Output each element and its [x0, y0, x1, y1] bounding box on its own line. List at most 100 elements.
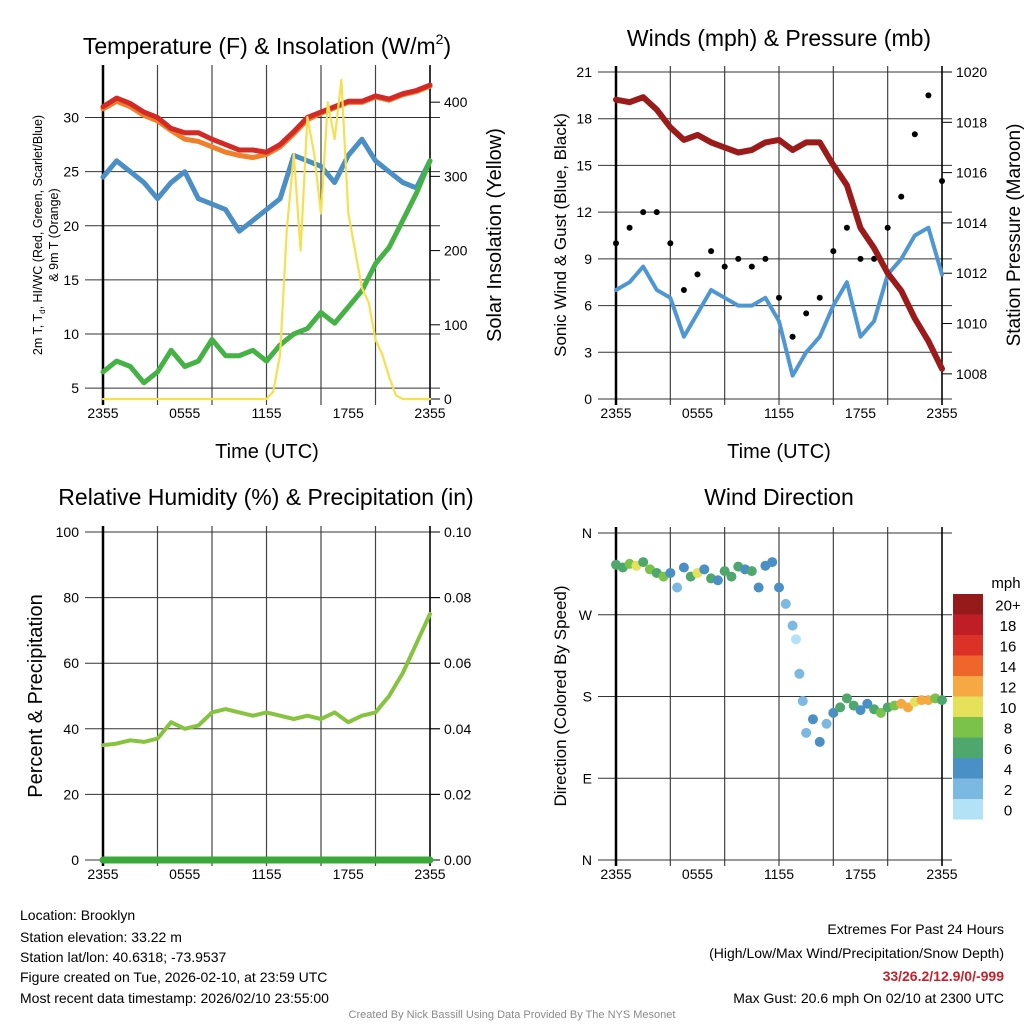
colorbar-swatch: [953, 799, 983, 820]
relative-humidity-line: [101, 612, 432, 748]
y-tick-label: 5: [71, 380, 79, 396]
solar-insolation-line: [101, 78, 432, 401]
wind-direction-point: [746, 566, 757, 577]
panel4-ylabel: Direction (Colored By Speed): [551, 585, 570, 806]
y-right-tick-label: 0.06: [444, 655, 471, 671]
credit: Created By Nick Bassill Using Data Provi…: [349, 1009, 676, 1021]
y-tick-label: 10: [63, 326, 79, 342]
colorbar-swatch: [953, 778, 983, 799]
colorbar-label: 0: [1004, 802, 1012, 819]
y-tick-label: S: [583, 689, 592, 705]
panel1-ylabel-right: Solar Insolation (Yellow): [484, 128, 506, 342]
y-tick-label: 40: [63, 721, 79, 737]
panel1-title: Temperature (F) & Insolation (W/m2): [83, 31, 451, 59]
y-tick-label: 60: [63, 655, 79, 671]
colorbar-title: mph: [991, 575, 1020, 592]
panel1-ylabel-line2: & 9m T (Orange): [47, 188, 61, 281]
x-tick-label: 1755: [845, 405, 876, 421]
y-tick-label: 12: [576, 204, 592, 220]
x-tick-label: 1755: [333, 405, 364, 421]
gust-point: [803, 310, 810, 317]
wind-direction-point: [665, 567, 676, 578]
x-tick-label: 2355: [600, 866, 631, 882]
gust-point: [653, 209, 660, 216]
y-right-tick-label: 400: [444, 94, 468, 110]
gust-point: [762, 255, 769, 262]
y-tick-label: 15: [576, 157, 592, 173]
y-tick-label: 25: [63, 164, 79, 180]
colorbar-label: 6: [1004, 741, 1012, 758]
y-right-tick-label: 1020: [956, 64, 987, 80]
y-tick-label: 20: [63, 786, 79, 802]
x-tick-label: 0555: [682, 405, 713, 421]
x-tick-label: 2355: [926, 866, 957, 882]
info-created: Figure created on Tue, 2026-02-10, at 23…: [20, 969, 327, 985]
gust-point: [613, 240, 619, 247]
colorbar-swatch: [953, 635, 983, 656]
x-tick-label: 0555: [169, 866, 200, 882]
gust-point: [626, 224, 633, 231]
gust-point: [708, 248, 715, 255]
y-right-tick-label: 100: [444, 317, 468, 333]
panel2-ylabel-right: Station Pressure (Maroon): [1004, 124, 1024, 347]
y-right-tick-label: 0: [444, 391, 452, 407]
colorbar-swatch: [953, 594, 983, 615]
x-tick-label: 2355: [600, 405, 631, 421]
colorbar-label: 8: [1004, 720, 1012, 737]
wind-direction-point: [790, 634, 801, 645]
y-right-tick-label: 200: [444, 243, 468, 259]
x-tick-label: 2355: [87, 866, 118, 882]
2m-t-line: [100, 82, 433, 155]
wind-direction-point: [753, 582, 764, 593]
gust-point: [939, 178, 945, 184]
colorbar-label: 18: [1000, 618, 1017, 635]
info-latlon: Station lat/lon: 40.6318; -73.9537: [20, 949, 226, 965]
wind-direction-point: [780, 598, 791, 609]
x-tick-label: 0555: [682, 866, 713, 882]
wind-direction-point: [726, 571, 737, 582]
y-tick-label: 0: [71, 852, 79, 868]
wind-direction-point: [797, 696, 808, 707]
colorbar-swatch: [953, 614, 983, 635]
wind-direction-point: [875, 707, 886, 718]
colorbar-swatch: [953, 758, 983, 779]
wind-direction-point: [828, 707, 839, 718]
y-tick-label: 0: [584, 391, 592, 407]
panel3-ylabel: Percent & Precipitation: [25, 594, 47, 797]
extremes-title: Extremes For Past 24 Hours: [827, 921, 1004, 937]
panel1-ylabel: 2m T, Td, HI/WC (Red, Green, Scarlet/Blu…: [31, 115, 47, 355]
x-tick-label: 1155: [764, 866, 794, 882]
y-tick-label: 6: [584, 298, 592, 314]
extremes-values: 33/26.2/12.9/0/-999: [883, 968, 1005, 984]
wind-direction-point: [774, 582, 784, 593]
wind-direction-point: [855, 705, 866, 716]
gust-point: [911, 131, 918, 138]
colorbar-label: 12: [1000, 679, 1017, 696]
panel1-xlabel: Time (UTC): [215, 441, 319, 463]
gust-point: [776, 294, 782, 301]
y-right-tick-label: 1012: [956, 265, 987, 281]
panel2-title: Winds (mph) & Pressure (mb): [627, 25, 931, 51]
panel-3: 0 20 40 60 80 100 0.00 0.02 0.04 0.06 0.08 0.10 2355…: [56, 524, 472, 882]
gust-point: [857, 255, 864, 262]
y-tick-label: 20: [63, 218, 79, 234]
wind-direction-point: [807, 714, 818, 725]
wind-direction-point: [794, 668, 805, 679]
gust-point: [898, 193, 905, 200]
gust-point: [694, 271, 701, 278]
y-tick-label: 30: [63, 110, 79, 126]
gust-point: [830, 248, 837, 255]
colorbar-label: 16: [1000, 638, 1017, 655]
panel3-title: Relative Humidity (%) & Precipitation (i…: [58, 484, 473, 510]
wind-direction-point: [767, 557, 778, 568]
colorbar-swatch: [953, 676, 983, 697]
colorbar-swatch: [953, 717, 983, 738]
y-tick-label: E: [583, 770, 592, 786]
colorbar-label: 2: [1004, 782, 1012, 799]
wind-direction-point: [862, 698, 873, 709]
panel-2: 0 3 6 9 12 15 18 21 1008 1010 1012 1014 1016 1018 1020…: [576, 64, 987, 421]
td-line: [100, 158, 433, 386]
station-info: Location: Brooklyn Station elevation: 33…: [20, 907, 329, 1006]
hi-wc-line: [100, 136, 433, 234]
